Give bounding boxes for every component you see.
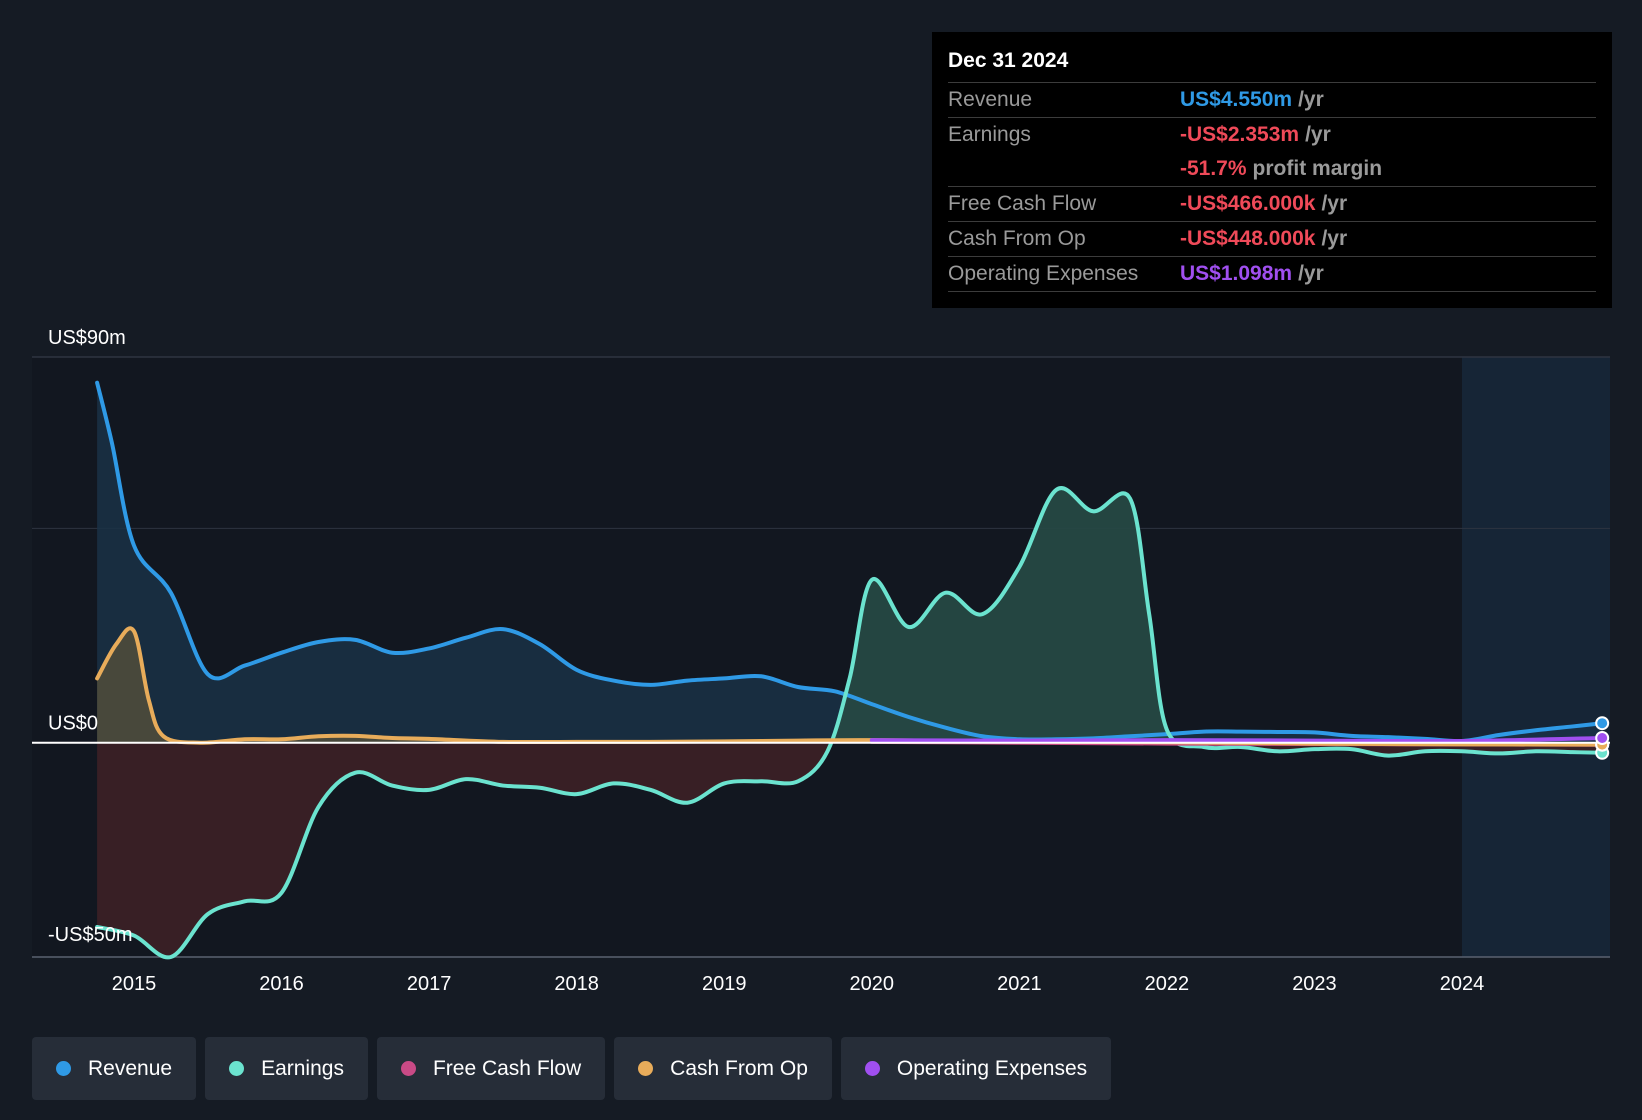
legend-item-cash-from-op[interactable]: Cash From Op [614,1037,832,1100]
legend-item-label: Earnings [261,1056,344,1080]
x-axis-tick-label: 2019 [702,973,747,995]
chart-legend: Revenue Earnings Free Cash Flow Cash From O… [32,1037,1112,1100]
x-axis-tick-label: 2020 [850,973,895,995]
tooltip-row: Earnings -US$2.353m/yr [948,117,1596,152]
tooltip-row-unit: /yr [1321,192,1348,215]
x-axis-tick-label: 2015 [112,973,157,995]
tooltip-row-value: -51.7% [1180,157,1247,180]
legend-dot-icon [864,1061,880,1076]
tooltip-row-value: -US$448.000k [1180,227,1316,250]
tooltip-row: -51.7% profit margin [948,152,1596,186]
tooltip-row-unit: /yr [1298,262,1324,285]
earnings-line [95,486,1605,960]
tooltip-row-value: -US$2.353m [1180,123,1300,146]
tooltip-row-label: Cash From Op [948,227,1086,250]
legend-dot-icon [638,1061,654,1076]
earnings-area-negative [97,742,1603,958]
x-axis-tick-label: 2023 [1292,973,1337,995]
tooltip-row-label: Operating Expenses [948,262,1139,285]
x-axis-tick-label: 2021 [997,973,1042,995]
legend-item-label: Revenue [88,1056,173,1080]
x-axis-tick-label: 2016 [259,973,304,995]
gridlines [32,356,1610,958]
tooltip-row: Cash From Op -US$448.000k/yr [948,221,1596,256]
tooltip-row-label: Earnings [948,123,1031,146]
tooltip-date: Dec 31 2024 [948,49,1069,72]
legend-dot-icon [56,1061,71,1076]
tooltip-row-label: Revenue [948,88,1033,111]
legend-item-operating-expenses[interactable]: Operating Expenses [840,1037,1112,1100]
operating-expenses-line [869,736,1605,744]
y-axis-labels: US$90m US$0 -US$50m [48,327,132,946]
series-endpoints [1595,716,1610,760]
tooltip-rows: Revenue US$4.550m/yr Earnings -US$2.353m/yr… [948,82,1596,292]
x-axis-tick-label: 2024 [1440,973,1485,995]
revenue-area [97,382,1603,743]
tooltip-row-unit: /yr [1305,123,1331,146]
x-axis-tick-label: 2018 [554,973,599,995]
tooltip-row: Free Cash Flow -US$466.000k/yr [948,186,1596,221]
legend-item-label: Cash From Op [670,1056,808,1080]
tooltip-row-value: US$1.098m [1180,262,1293,285]
tooltip-row: Revenue US$4.550m/yr [948,82,1596,117]
legend-dot-icon [400,1061,416,1076]
legend-item-label: Free Cash Flow [432,1056,582,1080]
tooltip-row-label: Free Cash Flow [948,192,1097,215]
forecast-highlight-region [1462,357,1610,957]
revenue-line [95,380,1605,744]
x-axis-tick-label: 2017 [407,973,452,995]
operating-expenses-endpoint [1595,731,1610,746]
tooltip-row-unit: profit margin [1252,157,1383,180]
legend-dot-icon [229,1061,245,1076]
y-axis-label: US$0 [48,713,98,735]
tooltip-row-unit: /yr [1298,88,1324,111]
x-axis-tick-label: 2022 [1145,973,1190,995]
legend-item-label: Operating Expenses [896,1056,1088,1080]
data-tooltip: Dec 31 2024 Revenue US$4.550m/yr Earnings -… [932,32,1612,308]
revenue-endpoint [1595,716,1610,731]
tooltip-row-value: US$4.550m [1180,88,1293,111]
area-fills [97,382,1603,958]
y-axis-label: US$90m [48,327,126,349]
legend-item-earnings[interactable]: Earnings [205,1037,368,1100]
y-axis-label: -US$50m [48,924,132,946]
earnings-area-positive [97,488,1603,743]
tooltip-row-unit: /yr [1321,227,1348,250]
tooltip-row: Operating Expenses US$1.098m/yr [948,256,1596,292]
legend-item-free-cash-flow[interactable]: Free Cash Flow [376,1037,606,1100]
tooltip-row-value: -US$466.000k [1180,192,1316,215]
x-axis-labels: 2015 2016 2017 2018 2019 2020 2021 2022 2023 2024 [112,973,1485,995]
legend-item-revenue[interactable]: Revenue [32,1037,197,1100]
